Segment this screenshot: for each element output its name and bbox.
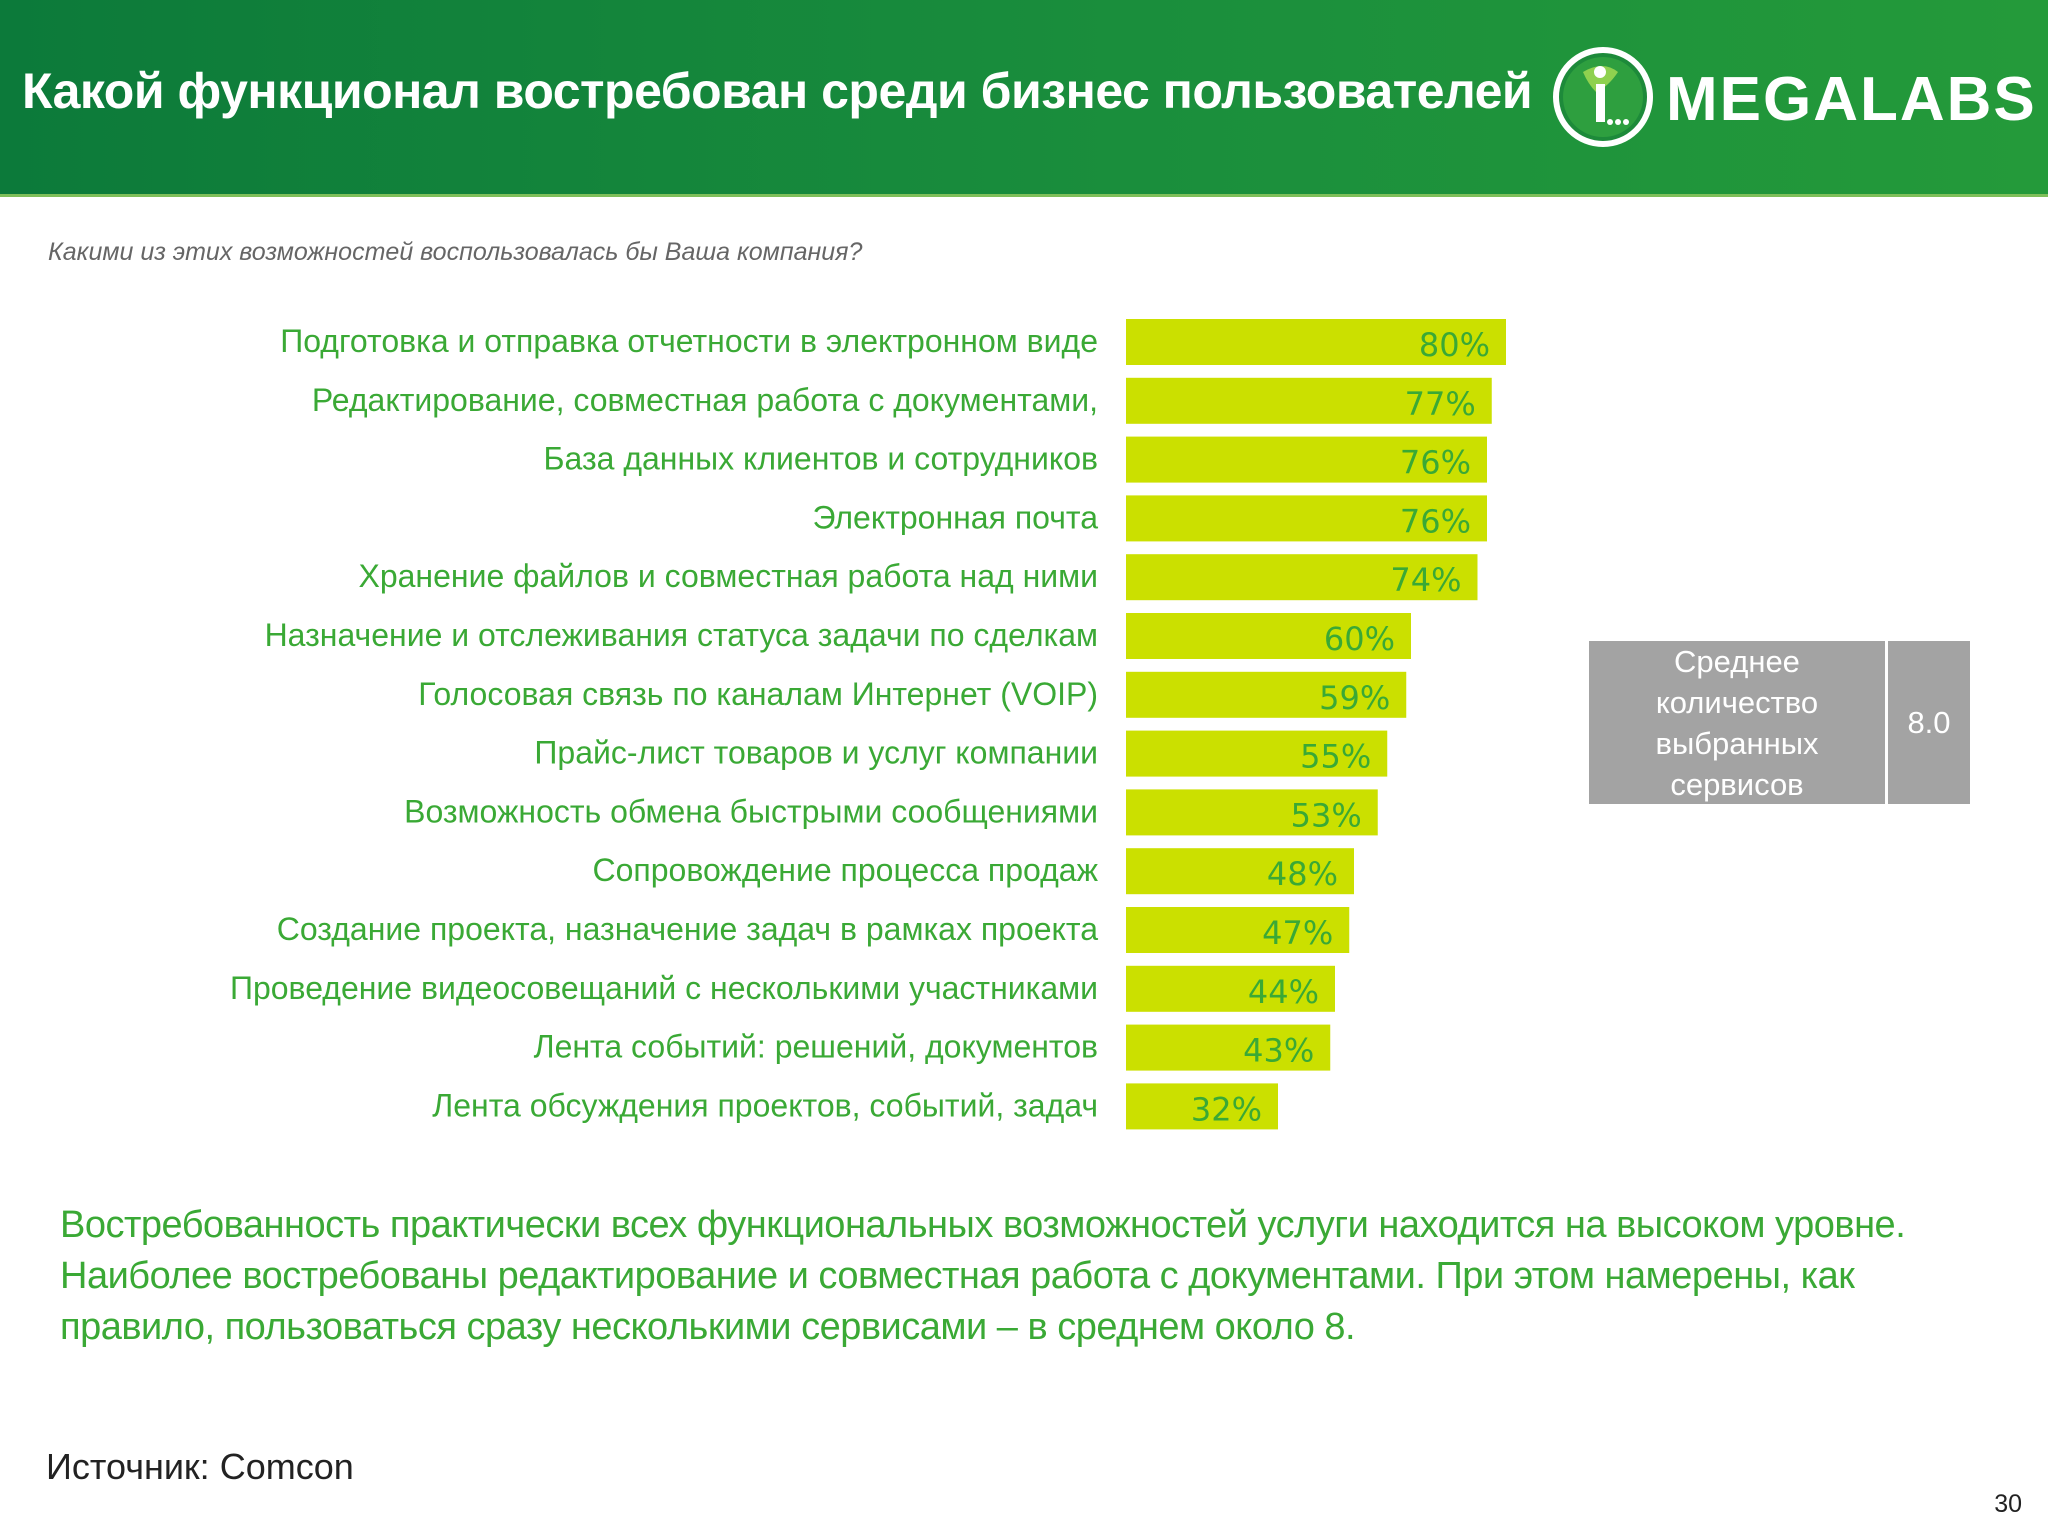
bar <box>1126 495 1487 542</box>
bar <box>1126 730 1388 777</box>
logo-wordmark: MEGALABS <box>1666 65 2037 134</box>
value-label: 48% <box>1267 855 1338 893</box>
summary-line: Востребованность практически всех функци… <box>60 1204 1906 1246</box>
category-label: Подготовка и отправка отчетности в элект… <box>280 323 1098 359</box>
average-label: Среднее количество выбранных сервисов <box>1589 641 1885 804</box>
value-label: 77% <box>1405 385 1476 423</box>
category-label: Создание проекта, назначение задач в рам… <box>277 911 1098 947</box>
value-label: 60% <box>1324 620 1395 658</box>
category-label: Редактирование, совместная работа с доку… <box>312 382 1098 418</box>
category-label: Лента событий: решений, документов <box>534 1029 1098 1065</box>
category-label: Проведение видеосовещаний с несколькими … <box>230 970 1098 1006</box>
bar <box>1126 1024 1331 1071</box>
average-label-line: сервисов <box>1670 766 1804 802</box>
bar <box>1126 613 1411 659</box>
value-label: 53% <box>1291 796 1362 834</box>
survey-question: Какими из этих возможностей воспользовал… <box>48 238 863 266</box>
value-label: 43% <box>1243 1032 1314 1070</box>
bar <box>1126 554 1478 601</box>
value-label: 74% <box>1390 561 1461 599</box>
summary-line: Наиболее востребованы редактирование и с… <box>60 1255 1855 1297</box>
bar <box>1126 436 1487 483</box>
bar <box>1126 789 1378 836</box>
value-label: 47% <box>1262 914 1333 952</box>
average-value: 8.0 <box>1888 641 1970 804</box>
category-label: Хранение файлов и совместная работа над … <box>358 558 1098 594</box>
bar <box>1126 671 1407 718</box>
average-label-line: Среднее <box>1674 643 1800 679</box>
bar <box>1126 848 1354 895</box>
bar <box>1126 1083 1278 1130</box>
page-number: 30 <box>1994 1490 2022 1518</box>
page-title: Какой функционал востребован среди бизне… <box>22 63 1533 119</box>
megalabs-globe-icon <box>1553 47 1653 147</box>
average-label-line: выбранных <box>1655 725 1819 761</box>
average-services-box: Среднее количество выбранных сервисов 8.… <box>1589 641 1970 804</box>
bar <box>1126 377 1492 424</box>
category-label: Сопровождение процесса продаж <box>593 852 1099 888</box>
category-label: Назначение и отслеживания статуса задачи… <box>265 617 1098 653</box>
bar <box>1126 965 1335 1012</box>
bar <box>1126 907 1350 953</box>
category-label: Лента обсуждения проектов, событий, зада… <box>432 1087 1098 1123</box>
source-note: Источник: Comcon <box>46 1446 354 1487</box>
value-label: 76% <box>1400 444 1471 482</box>
category-label: Возможность обмена быстрыми сообщениями <box>404 793 1098 829</box>
bar-chart: Подготовка и отправка отчетности в элект… <box>230 319 1506 1130</box>
header-banner: Какой функционал востребован среди бизне… <box>0 0 2048 197</box>
average-label-line: количество <box>1655 684 1819 720</box>
megalabs-logo: MEGALABS <box>1548 42 2035 152</box>
value-label: 80% <box>1419 326 1490 364</box>
category-label: Электронная почта <box>812 499 1098 535</box>
category-label: Голосовая связь по каналам Интернет (VOI… <box>418 676 1098 712</box>
summary-text: Востребованность практически всех функци… <box>60 1200 2000 1353</box>
value-label: 44% <box>1248 973 1319 1011</box>
value-label: 76% <box>1400 502 1471 540</box>
category-label: База данных клиентов и сотрудников <box>544 441 1098 477</box>
category-label: Прайс-лист товаров и услуг компании <box>534 735 1098 771</box>
value-label: 59% <box>1319 679 1390 717</box>
summary-line: правило, пользоваться сразу несколькими … <box>60 1306 1356 1348</box>
value-label: 55% <box>1300 738 1371 776</box>
bar <box>1126 319 1506 365</box>
value-label: 32% <box>1191 1090 1262 1128</box>
